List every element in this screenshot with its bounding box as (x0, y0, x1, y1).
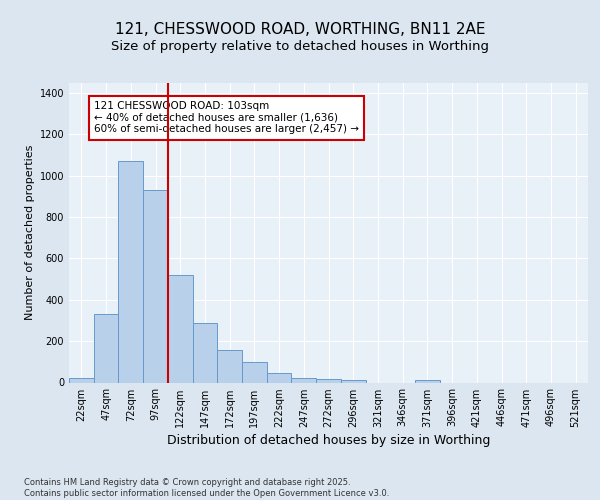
Bar (415, 380, 440, 382)
Bar (267, 373, 292, 382)
Y-axis label: Number of detached properties: Number of detached properties (25, 145, 35, 320)
Text: 121, CHESSWOOD ROAD, WORTHING, BN11 2AE: 121, CHESSWOOD ROAD, WORTHING, BN11 2AE (115, 22, 485, 38)
Text: 121 CHESSWOOD ROAD: 103sqm
← 40% of detached houses are smaller (1,636)
60% of s: 121 CHESSWOOD ROAD: 103sqm ← 40% of deta… (94, 101, 359, 134)
Bar (341, 380, 365, 382)
Bar (118, 161, 143, 382)
Bar (143, 190, 168, 382)
Bar (242, 362, 267, 382)
Bar (193, 322, 217, 382)
X-axis label: Distribution of detached houses by size in Worthing: Distribution of detached houses by size … (167, 434, 490, 447)
Bar (168, 275, 193, 382)
Bar (316, 379, 341, 382)
Bar (217, 350, 242, 382)
Bar (292, 378, 316, 382)
Bar (69, 378, 94, 382)
Text: Size of property relative to detached houses in Worthing: Size of property relative to detached ho… (111, 40, 489, 53)
Bar (94, 314, 118, 382)
Text: Contains HM Land Registry data © Crown copyright and database right 2025.
Contai: Contains HM Land Registry data © Crown c… (24, 478, 389, 498)
